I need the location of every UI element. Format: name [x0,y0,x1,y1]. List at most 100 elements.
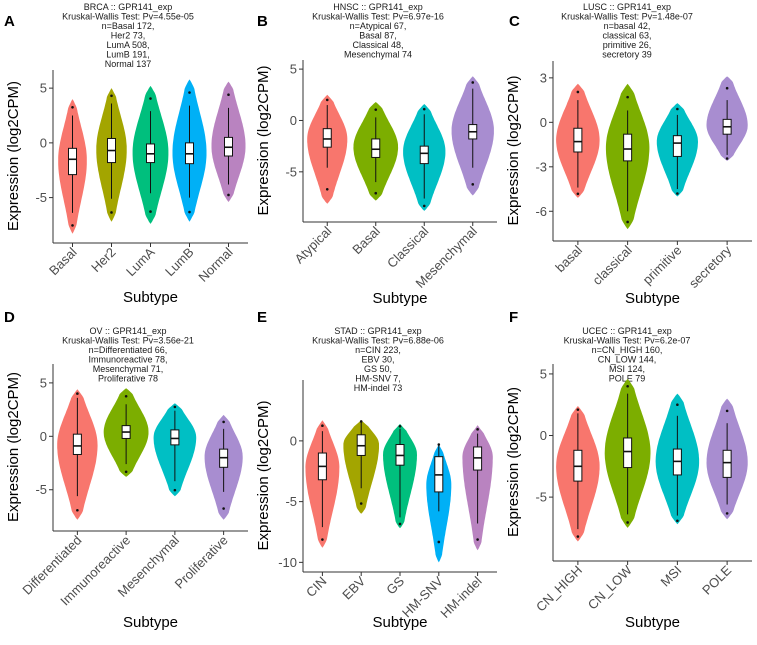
outlier-point [71,224,74,227]
x-tick-label: LumB [162,245,197,280]
outlier-point [725,86,729,90]
title-line: Kruskal-Wallis Test: Pv=6.2e-07 [564,336,691,346]
title-line: Kruskal-Wallis Test: Pv=6.88e-06 [312,336,444,346]
x-tick-label: CN_HIGH [533,563,585,615]
title-line: Kruskal-Wallis Test: Pv=4.55e-05 [62,12,194,22]
outlier-point [437,540,441,544]
outlier-point [325,98,329,102]
violin-mesenchymal [451,76,494,196]
title-line: LumB 191, [106,50,150,60]
x-tick-label: LumA [123,244,158,279]
y-tick-label: 0 [540,115,547,130]
title-line: Mesenchymal 71, [93,364,164,374]
violin-gs [383,423,417,529]
violin-luma [132,85,169,224]
violin-ebv [343,420,379,514]
x-tick-label: GS [383,573,407,597]
outlier-point [321,538,324,541]
title-line: EBV 30, [361,355,394,365]
y-axis-label: Expression (log2CPM) [505,75,522,225]
violin-cn_low [604,378,651,528]
violin-lumb [172,79,207,222]
x-tick-label: basal [552,242,585,275]
y-tick-label: 0 [290,433,297,448]
x-tick-label: Classical [384,223,431,270]
title-line: OV :: GPR141_exp [89,326,166,336]
outlier-point [422,204,426,208]
x-tick-label: EBV [339,573,368,602]
outlier-point [188,91,191,94]
violin-basal [556,83,600,198]
x-axis-label: Subtype [123,614,178,631]
violin-secretory [706,76,748,161]
y-tick-label: 0 [540,428,547,443]
outlier-point [359,420,363,423]
box [371,138,381,158]
title-line: HNSC :: GPR141_exp [333,2,423,12]
outlier-point [676,519,679,523]
title-line: n=CIN 223, [355,345,401,355]
title-line: n=Differentiated 66, [89,345,168,355]
x-axis-label: Subtype [625,290,680,307]
outlier-point [725,512,729,515]
outlier-point [124,470,128,474]
box [170,429,180,446]
box [72,433,82,455]
outlier-point [476,428,479,431]
y-tick-label: -5 [535,490,547,505]
violin-basal [353,102,399,201]
violin-differentiated [57,389,98,520]
x-tick-label: Basal [46,244,80,278]
x-tick-label: Her2 [88,245,119,276]
box [623,437,633,469]
violin-cn_high [556,406,600,542]
box [573,127,583,153]
outlier-point [725,157,729,160]
violin-mesenchymal [153,403,197,497]
x-axis-label: Subtype [625,614,680,631]
title-line: UCEC :: GPR141_exp [582,326,672,336]
outlier-point [149,210,152,213]
violin-proliferative [204,414,243,520]
outlier-point [188,210,191,214]
box [722,449,732,478]
title-line: HM-SNV 7, [355,374,401,384]
box [419,145,429,165]
panel-letter: E [257,309,267,326]
title-line: n=Atypical 67, [350,21,407,31]
outlier-point [110,211,113,214]
y-axis-label: Expression (log2CPM) [255,65,272,215]
box [68,147,77,176]
panel-letter: B [257,13,268,30]
violin-classical [403,104,446,211]
outlier-point [149,97,152,100]
y-tick-label: 5 [40,81,47,96]
title-line: n=Basal 172, [102,21,155,31]
y-tick-label: 5 [40,375,47,390]
x-tick-label: Normal [195,244,235,284]
title-line: STAD :: GPR141_exp [334,326,421,336]
title-line: n=CN_HIGH 160, [592,345,663,355]
title-line: Her2 73, [111,31,146,41]
panel-letter: A [4,13,15,30]
outlier-point [325,187,329,191]
outlier-point [110,94,113,98]
outlier-point [626,384,629,388]
title-line: BRCA :: GPR141_exp [84,2,173,12]
y-tick-label: 3 [540,70,547,85]
x-axis-label: Subtype [372,614,427,631]
y-tick-label: -10 [278,555,297,570]
title-line: secretory 39 [602,50,652,60]
title-line: Kruskal-Wallis Test: Pv=6.97e-16 [312,12,444,22]
y-tick-label: -6 [535,204,547,219]
outlier-point [374,108,378,111]
title-line: Basal 87, [359,31,397,41]
y-axis-label: Expression (log2CPM) [5,81,22,231]
title-line: n=basal 42, [604,21,651,31]
violin-hm-indel [462,425,493,551]
title-line: Normal 137 [105,59,152,69]
violin-her2 [96,88,127,222]
